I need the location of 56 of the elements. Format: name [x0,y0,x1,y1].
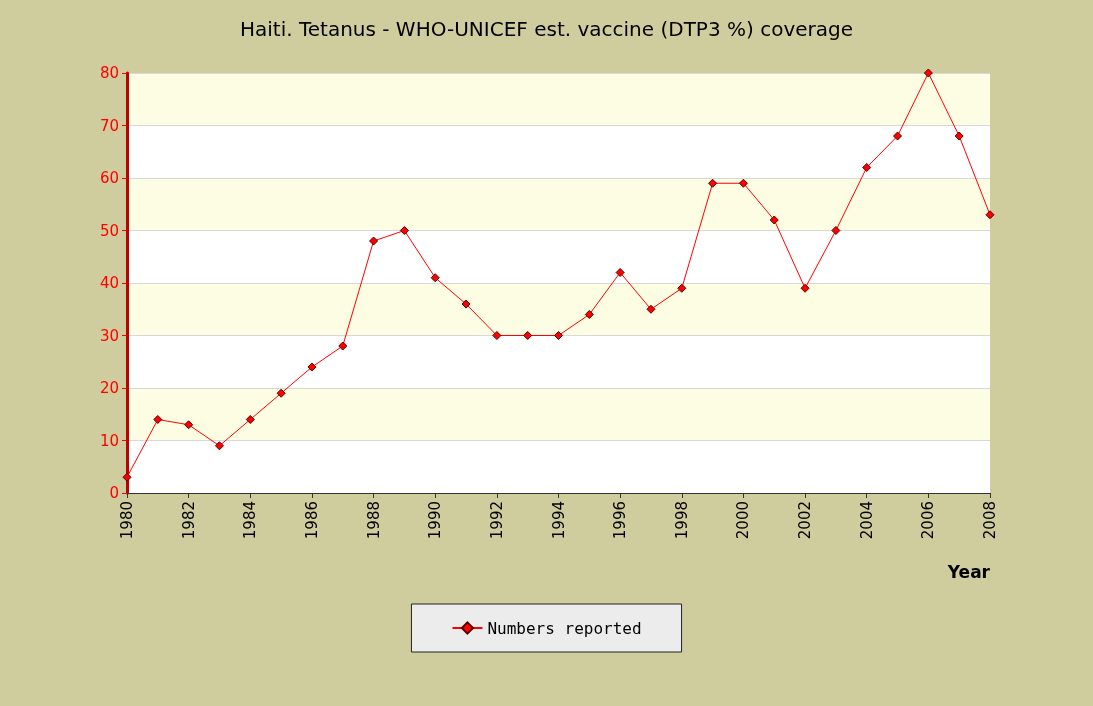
point [677,283,687,293]
point [523,331,533,340]
point [708,178,718,188]
y-tick-label: 20 [99,379,119,397]
point [893,131,903,141]
point [430,273,440,283]
x-tick-label: 1982 [179,501,198,540]
point [769,215,779,225]
point [369,236,379,246]
x-tick-label: 1988 [364,501,383,540]
point [492,331,502,340]
x-tick-label: 2004 [857,501,876,540]
point [276,388,286,398]
point [923,68,933,78]
x-tick-label: 2006 [919,501,938,540]
point [862,163,872,172]
x-axis-title: Year [946,561,991,582]
point [646,304,656,314]
y-tick-label: 0 [109,484,119,502]
x-tick-label: 1990 [426,501,445,540]
x-tick-label: 2002 [796,501,815,540]
point [584,310,594,319]
x-tick-label: 1994 [549,501,568,540]
point [831,226,841,235]
y-tick-label: 40 [99,274,119,292]
point [985,210,995,220]
point [153,415,163,424]
chart-title: Haiti. Tetanus - WHO-UNICEF est. vaccine (DTP3 %) coverage [239,17,854,41]
y-tick-label: 80 [99,64,119,82]
x-tick-label: 1992 [487,501,506,540]
point [399,226,409,235]
point [738,178,748,188]
point [554,331,563,340]
y-tick-label: 50 [99,221,119,240]
x-tick-label: 1996 [611,501,630,540]
x-tick-label: 1984 [241,501,260,540]
x-tick-label: 2008 [981,501,999,540]
y-tick-label: 10 [99,431,119,450]
x-tick-label: 1980 [118,501,136,540]
point [800,283,810,293]
point [245,415,255,424]
point [307,362,317,372]
x-tick-label: 2000 [734,501,753,540]
point [954,131,964,141]
point [122,472,132,482]
point [214,441,224,451]
y-tick-label: 70 [99,116,119,135]
point [615,268,625,277]
point [461,299,471,309]
y-tick-label: 30 [99,326,119,345]
point [184,420,194,430]
x-tick-label: 1986 [302,501,321,540]
y-tick-label: 60 [99,169,119,187]
point [338,341,348,351]
legend-label: Numbers reported [487,618,642,638]
x-tick-label: 1998 [672,501,691,540]
